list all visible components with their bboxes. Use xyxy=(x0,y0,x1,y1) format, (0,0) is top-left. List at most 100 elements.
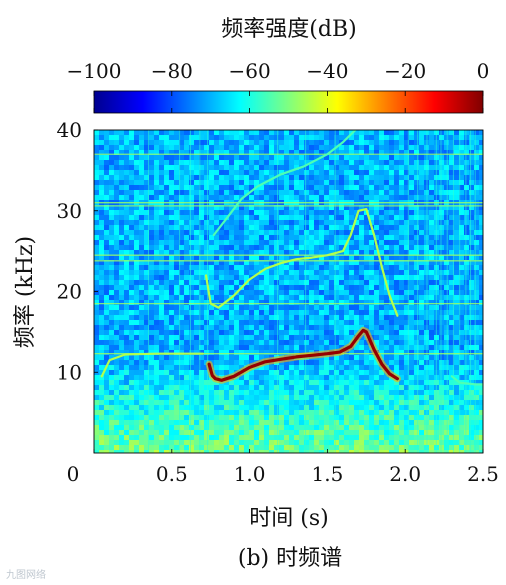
heatmap-cell xyxy=(129,435,134,440)
heatmap-cell xyxy=(109,255,114,260)
heatmap-cell xyxy=(99,230,104,235)
heatmap-cell xyxy=(239,280,244,285)
heatmap-cell xyxy=(154,330,159,335)
heatmap-cell xyxy=(224,255,229,260)
heatmap-cell xyxy=(94,385,99,390)
heatmap-cell xyxy=(134,150,139,155)
heatmap-cell xyxy=(159,245,164,250)
heatmap-cell xyxy=(384,180,389,185)
heatmap-cell xyxy=(274,210,279,215)
heatmap-cell xyxy=(394,260,399,265)
heatmap-cell xyxy=(469,410,474,415)
heatmap-cell xyxy=(229,190,234,195)
heatmap-cell xyxy=(169,335,174,340)
heatmap-cell xyxy=(329,395,334,400)
heatmap-cell xyxy=(124,220,129,225)
heatmap-cell xyxy=(104,340,109,345)
heatmap-cell xyxy=(99,380,104,385)
heatmap-cell xyxy=(314,395,319,400)
heatmap-cell xyxy=(269,225,274,230)
heatmap-cell xyxy=(449,245,454,250)
heatmap-cell xyxy=(289,220,294,225)
heatmap-cell xyxy=(124,170,129,175)
heatmap-cell xyxy=(399,215,404,220)
heatmap-cell xyxy=(414,415,419,420)
heatmap-cell xyxy=(399,240,404,245)
heatmap-cell xyxy=(289,350,294,355)
heatmap-cell xyxy=(154,225,159,230)
heatmap-cell xyxy=(469,370,474,375)
heatmap-cell xyxy=(384,350,389,355)
heatmap-cell xyxy=(419,405,424,410)
heatmap-cell xyxy=(169,190,174,195)
heatmap-cell xyxy=(279,230,284,235)
heatmap-cell xyxy=(194,310,199,315)
heatmap-cell xyxy=(339,240,344,245)
heatmap-cell xyxy=(329,240,334,245)
heatmap-cell xyxy=(324,280,329,285)
heatmap-cell xyxy=(274,420,279,425)
heatmap-cell xyxy=(444,435,449,440)
heatmap-cell xyxy=(304,270,309,275)
heatmap-cell xyxy=(354,260,359,265)
heatmap-cell xyxy=(334,340,339,345)
heatmap-cell xyxy=(319,160,324,165)
heatmap-cell xyxy=(479,215,483,220)
heatmap-cell xyxy=(399,280,404,285)
heatmap-cell xyxy=(354,290,359,295)
heatmap-cell xyxy=(349,375,354,380)
heatmap-cell xyxy=(139,165,144,170)
heatmap-cell xyxy=(144,345,149,350)
heatmap-cell xyxy=(379,150,384,155)
heatmap-cell xyxy=(139,145,144,150)
heatmap-cell xyxy=(214,190,219,195)
heatmap-cell xyxy=(99,255,104,260)
heatmap-cell xyxy=(259,300,264,305)
heatmap-cell xyxy=(119,285,124,290)
heatmap-cell xyxy=(189,445,194,450)
heatmap-cell xyxy=(249,330,254,335)
heatmap-cell xyxy=(209,420,214,425)
heatmap-cell xyxy=(359,305,364,310)
heatmap-cell xyxy=(449,250,454,255)
heatmap-cell xyxy=(404,155,409,160)
heatmap-cell xyxy=(194,390,199,395)
heatmap-cell xyxy=(179,160,184,165)
heatmap-cell xyxy=(389,140,394,145)
heatmap-cell xyxy=(164,355,169,360)
heatmap-cell xyxy=(179,335,184,340)
heatmap-cell xyxy=(459,295,464,300)
heatmap-cell xyxy=(254,245,259,250)
heatmap-cell xyxy=(409,390,414,395)
heatmap-cell xyxy=(189,435,194,440)
heatmap-cell xyxy=(289,165,294,170)
heatmap-cell xyxy=(99,175,104,180)
heatmap-cell xyxy=(474,130,479,135)
heatmap-cell xyxy=(124,430,129,435)
heatmap-cell xyxy=(204,430,209,435)
heatmap-cell xyxy=(379,245,384,250)
heatmap-cell xyxy=(439,335,444,340)
heatmap-cell xyxy=(314,425,319,430)
heatmap-cell xyxy=(394,400,399,405)
heatmap-cell xyxy=(389,170,394,175)
heatmap-cell xyxy=(394,255,399,260)
heatmap-cell xyxy=(449,370,454,375)
heatmap-cell xyxy=(159,440,164,445)
heatmap-cell xyxy=(219,150,224,155)
heatmap-cell xyxy=(309,260,314,265)
heatmap-cell xyxy=(324,345,329,350)
heatmap-cell xyxy=(269,415,274,420)
heatmap-cell xyxy=(244,320,249,325)
heatmap-cell xyxy=(229,320,234,325)
heatmap-cell xyxy=(199,270,204,275)
heatmap-cell xyxy=(444,265,449,270)
heatmap-cell xyxy=(349,180,354,185)
heatmap-cell xyxy=(329,315,334,320)
heatmap-cell xyxy=(149,375,154,380)
heatmap-cell xyxy=(119,245,124,250)
heatmap-cell xyxy=(164,130,169,135)
heatmap-cell xyxy=(439,220,444,225)
heatmap-cell xyxy=(449,305,454,310)
heatmap-cell xyxy=(269,135,274,140)
